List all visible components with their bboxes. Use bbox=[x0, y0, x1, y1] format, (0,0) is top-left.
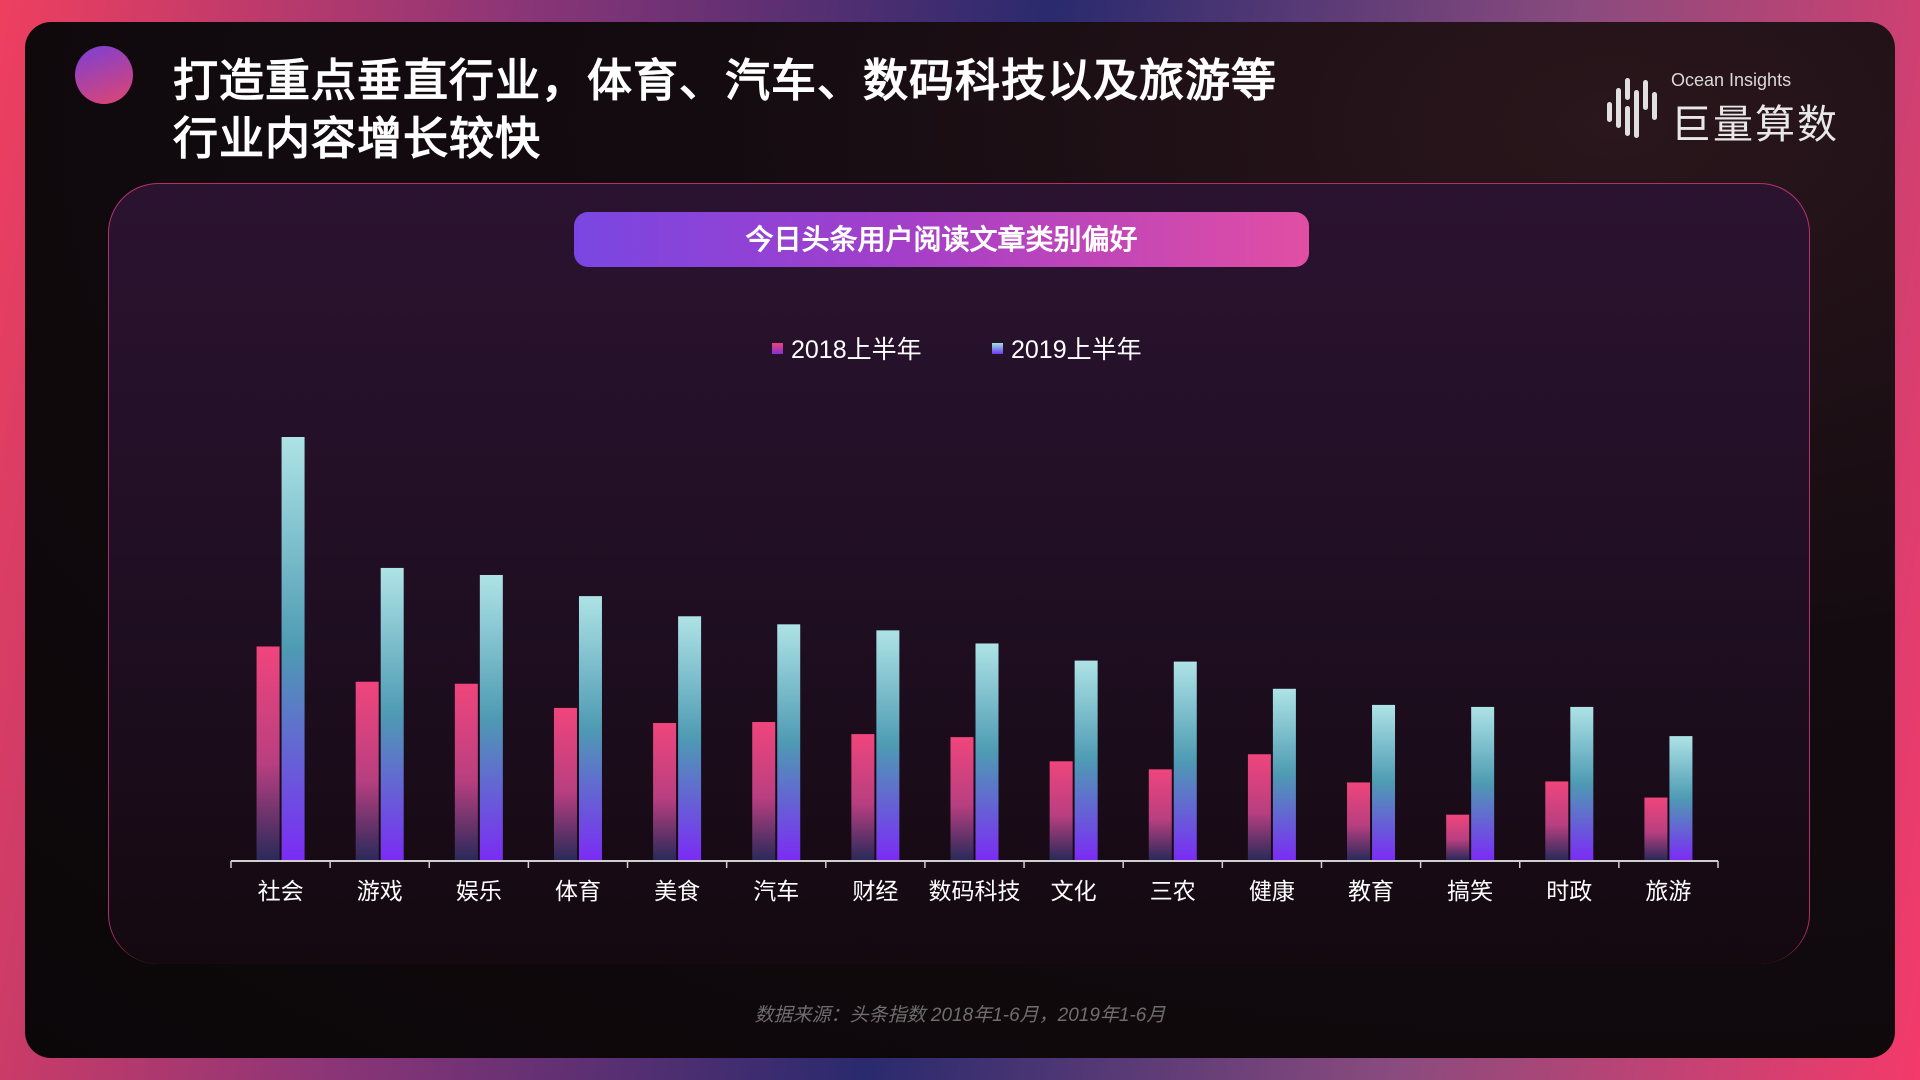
legend-label-2018: 2018上半年 bbox=[791, 336, 922, 364]
bar-2019-6 bbox=[876, 630, 900, 860]
logo-bars-icon bbox=[1607, 78, 1657, 138]
x-tick-label: 数码科技 bbox=[929, 878, 1021, 904]
x-tick-label: 文化 bbox=[1051, 878, 1097, 904]
bar-2018-1 bbox=[355, 681, 379, 860]
bar-2019-3 bbox=[578, 596, 602, 860]
bars-group bbox=[256, 437, 1693, 860]
x-tick-label: 美食 bbox=[654, 878, 700, 904]
chart-title: 今日头条用户阅读文章类别偏好 bbox=[574, 212, 1309, 267]
bar-2019-9 bbox=[1173, 661, 1197, 860]
ocean-insights-logo: Ocean Insights 巨量算数 bbox=[1605, 66, 1865, 166]
bar-2018-9 bbox=[1148, 769, 1172, 860]
bar-2019-2 bbox=[479, 574, 503, 860]
page-title: 打造重点垂直行业，体育、汽车、数码科技以及旅游等 行业内容增长较快 bbox=[173, 52, 1373, 168]
bar-2018-3 bbox=[553, 707, 577, 860]
bar-2018-6 bbox=[851, 734, 875, 860]
x-tick-label: 旅游 bbox=[1645, 878, 1691, 904]
bar-2019-11 bbox=[1372, 704, 1396, 860]
bar-2018-8 bbox=[1049, 761, 1073, 860]
bar-2018-13 bbox=[1545, 781, 1569, 860]
x-tick-label: 社会 bbox=[258, 878, 304, 904]
legend-swatch-2019 bbox=[992, 342, 1003, 354]
logo-english-text: Ocean Insights bbox=[1671, 70, 1792, 90]
bar-2018-14 bbox=[1644, 797, 1668, 860]
bar-2019-13 bbox=[1570, 706, 1594, 860]
bar-2019-0 bbox=[281, 437, 305, 860]
bar-2019-4 bbox=[678, 616, 702, 860]
bar-2019-12 bbox=[1471, 706, 1495, 860]
bar-2019-8 bbox=[1074, 660, 1098, 860]
bar-2019-10 bbox=[1272, 688, 1296, 860]
bar-2019-5 bbox=[777, 624, 801, 860]
x-tick-label: 财经 bbox=[852, 878, 898, 904]
x-tick-label: 健康 bbox=[1249, 878, 1295, 904]
bar-2018-0 bbox=[256, 646, 280, 860]
bar-2019-1 bbox=[380, 567, 404, 860]
x-tick-label: 体育 bbox=[555, 878, 601, 904]
bar-2018-11 bbox=[1347, 782, 1371, 860]
bar-2018-7 bbox=[950, 737, 974, 860]
data-source-note: 数据来源：头条指数 2018年1-6月，2019年1-6月 bbox=[754, 1005, 1166, 1026]
bar-2019-14 bbox=[1669, 736, 1693, 860]
bar-2018-5 bbox=[752, 722, 776, 860]
legend-item-2018: 2018上半年 bbox=[772, 330, 922, 366]
x-tick-label: 游戏 bbox=[357, 878, 403, 904]
bar-2018-2 bbox=[454, 683, 478, 860]
page-title-line-2: 行业内容增长较快 bbox=[173, 112, 542, 165]
x-axis bbox=[230, 860, 1719, 868]
x-tick-label: 三农 bbox=[1150, 878, 1196, 904]
legend-item-2019: 2019上半年 bbox=[992, 330, 1142, 366]
x-tick-label: 教育 bbox=[1348, 878, 1394, 904]
bar-2019-7 bbox=[975, 643, 999, 860]
title-bullet-dot bbox=[75, 46, 133, 104]
x-tick-label: 搞笑 bbox=[1447, 878, 1493, 904]
logo-chinese-text: 巨量算数 bbox=[1671, 102, 1839, 148]
x-tick-label: 时政 bbox=[1546, 878, 1592, 904]
x-tick-label: 娱乐 bbox=[456, 878, 502, 904]
bar-2018-12 bbox=[1446, 814, 1470, 860]
bar-2018-10 bbox=[1247, 754, 1271, 860]
page-title-line-1: 打造重点垂直行业，体育、汽车、数码科技以及旅游等 bbox=[173, 54, 1278, 107]
x-axis-labels: 社会 游戏 娱乐 体育 美食 汽车 财经 数码科技 文化 三农 健康 教育 搞笑 时政 旅游 bbox=[258, 878, 1692, 904]
bar-2018-4 bbox=[653, 723, 677, 860]
x-tick-label: 汽车 bbox=[753, 878, 799, 904]
legend-swatch-2018 bbox=[772, 342, 783, 354]
legend-label-2019: 2019上半年 bbox=[1011, 336, 1142, 364]
